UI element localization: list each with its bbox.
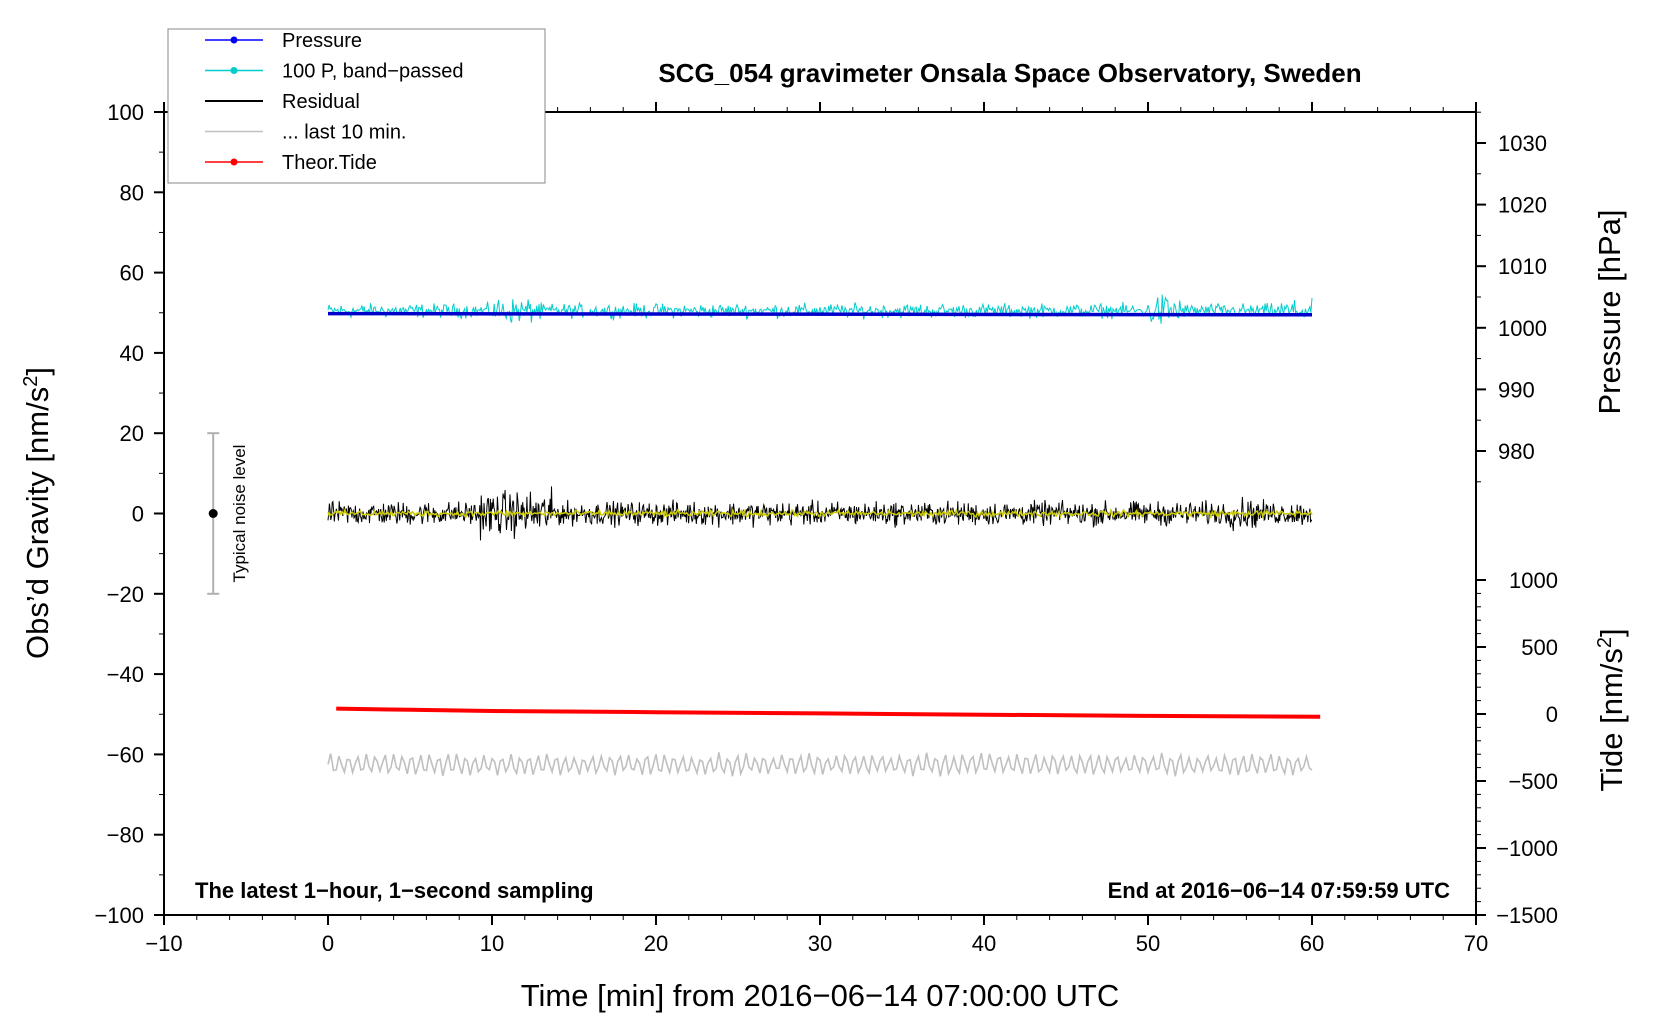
legend-marker — [230, 158, 238, 166]
y-tick-label: 0 — [132, 502, 144, 527]
legend-label: ... last 10 min. — [282, 122, 407, 144]
axis-ticks: −10 0 10 20 30 40 50 60 70−100−80−60−40−20020406… — [94, 100, 1558, 956]
pressure-tick-label: 1020 — [1498, 193, 1547, 218]
tide-tick-label: 1000 — [1509, 568, 1558, 593]
x-tick-label: 40 — [972, 931, 996, 956]
plot-series — [327, 294, 1321, 777]
y-tick-label: −100 — [94, 903, 144, 928]
pressure-tick-label: 990 — [1498, 377, 1535, 402]
y-axis-label-gravity: Obs’d Gravity [nm/s2] — [20, 367, 55, 659]
noise-bar-center-dot — [208, 509, 218, 518]
legend-label: Theor.Tide — [282, 152, 377, 174]
series-pressure-bandpassed — [327, 294, 1313, 324]
tide-tick-label: 500 — [1521, 635, 1558, 660]
y-tick-label: 60 — [120, 261, 144, 286]
pressure-tick-label: 980 — [1498, 439, 1535, 464]
tide-tick-label: −1500 — [1496, 903, 1558, 928]
y-tick-label: 80 — [120, 180, 144, 205]
series-theoretical-tide — [336, 706, 1321, 719]
y-tick-label: −80 — [107, 823, 144, 848]
y-tick-label: −60 — [107, 742, 144, 767]
legend-marker — [230, 67, 238, 74]
y-tick-label: −40 — [107, 662, 144, 687]
legend-box — [167, 28, 546, 184]
x-tick-label: 70 — [1464, 931, 1488, 956]
noise-level-indicator: Typical noise level — [207, 432, 249, 595]
x-tick-label: 10 — [480, 931, 504, 956]
pressure-tick-label: 1000 — [1498, 316, 1547, 341]
y-tick-label: 20 — [120, 421, 144, 446]
tide-tick-label: −1000 — [1496, 836, 1558, 861]
y-axis-label-gravity-main: Obs’d Gravity [nm/s — [20, 387, 55, 659]
y-axis-label-tide-sup: 2 — [1594, 637, 1616, 648]
y-axis-label-tide: Tide [nm/s2] — [1594, 628, 1629, 791]
y-axis-label-gravity-sup: 2 — [20, 376, 42, 387]
x-tick-label: 0 — [322, 931, 334, 956]
x-tick-label: 60 — [1300, 931, 1324, 956]
y-axis-label-pressure: Pressure [hPa] — [1592, 209, 1627, 414]
y-axis-label-tide-main: Tide [nm/s — [1594, 648, 1629, 792]
chart-title: SCG_054 gravimeter Onsala Space Observat… — [658, 58, 1361, 88]
legend-label: 100 P, band−passed — [282, 61, 463, 83]
note-end-time: End at 2016−06−14 07:59:59 UTC — [1108, 878, 1451, 903]
legend: Pressure 100 P, band−passed Residual ... la… — [167, 28, 546, 184]
x-tick-label: −10 — [145, 931, 182, 956]
pressure-tick-label: 1030 — [1498, 131, 1547, 156]
series-pressure — [327, 311, 1313, 317]
x-tick-label: 20 — [644, 931, 668, 956]
legend-label: Residual — [282, 91, 360, 113]
y-axis-label-tide-end: ] — [1594, 628, 1629, 637]
noise-level-label: Typical noise level — [230, 445, 249, 583]
y-tick-label: 100 — [107, 100, 144, 125]
x-axis-label: Time [min] from 2016−06−14 07:00:00 UTC — [521, 978, 1120, 1013]
y-tick-label: −20 — [107, 582, 144, 607]
legend-label: Pressure — [282, 30, 362, 52]
pressure-tick-label: 1010 — [1498, 254, 1547, 279]
x-tick-label: 30 — [808, 931, 832, 956]
series-residual-smoothed — [327, 507, 1313, 520]
series-last-10-min — [327, 752, 1313, 777]
y-tick-label: 40 — [120, 341, 144, 366]
note-sampling: The latest 1−hour, 1−second sampling — [195, 878, 594, 903]
y-axis-label-gravity-end: ] — [20, 367, 55, 376]
legend-marker — [230, 36, 238, 44]
tide-tick-label: 0 — [1546, 702, 1558, 727]
x-tick-label: 50 — [1136, 931, 1160, 956]
tide-tick-label: −500 — [1508, 769, 1558, 794]
